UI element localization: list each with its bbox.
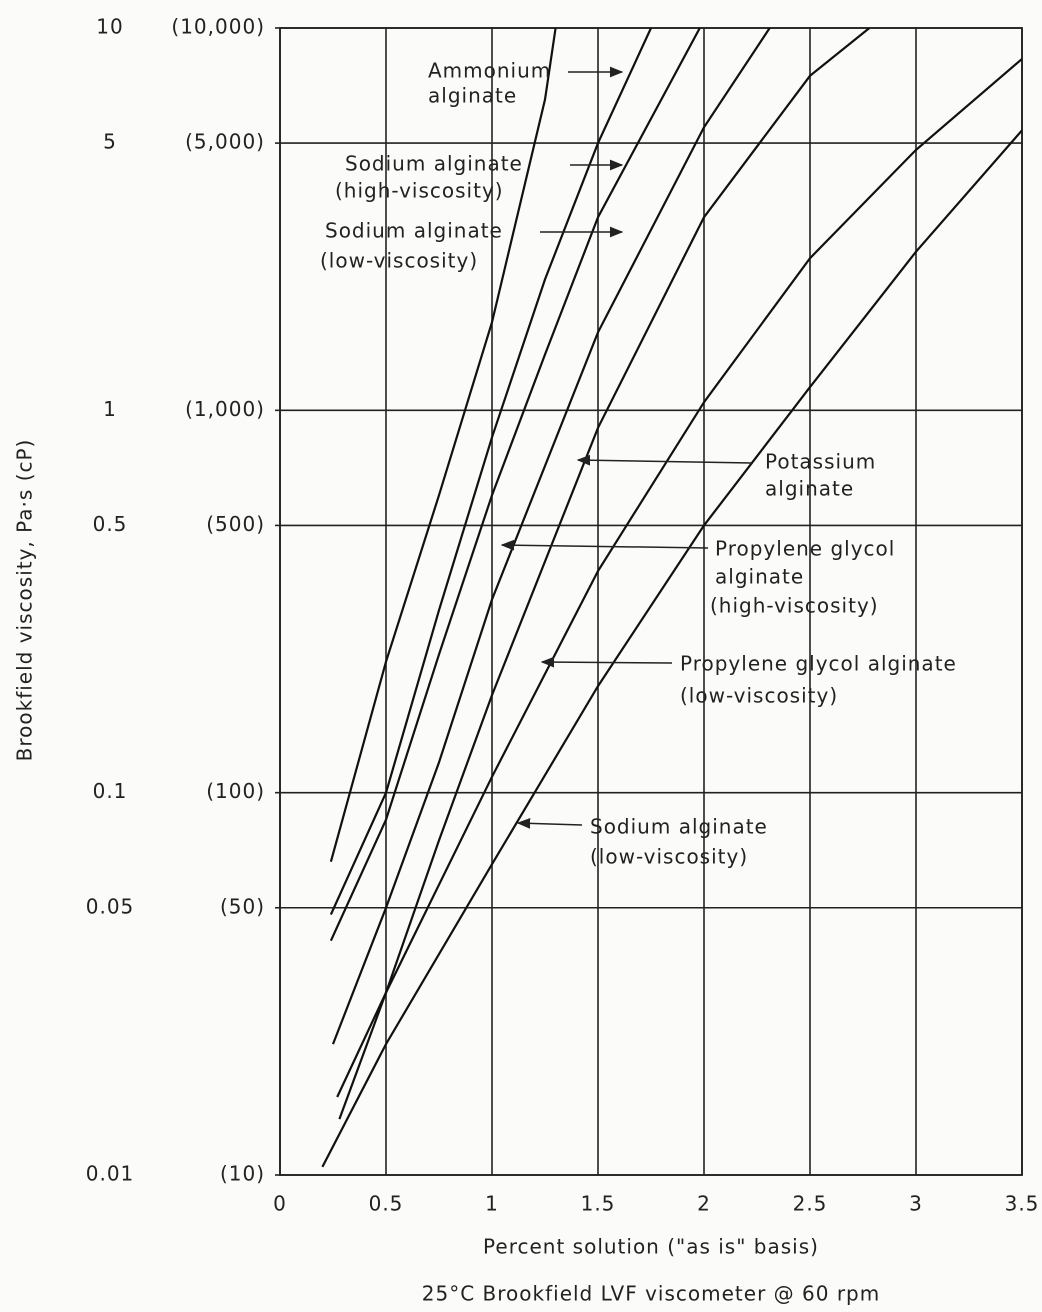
y2-tick-label: (1,000) — [185, 397, 265, 421]
annotation-text: (low-viscosity) — [590, 845, 748, 869]
x-axis-label: Percent solution ("as is" basis) — [483, 1235, 819, 1259]
annotation-text: (low-viscosity) — [680, 684, 838, 708]
x-tick-label: 3 — [909, 1192, 923, 1216]
y2-tick-label: (50) — [220, 894, 265, 918]
annotation-text: alginate — [428, 84, 517, 108]
annotation-text: Sodium alginate — [325, 219, 503, 243]
y2-tick-label: (100) — [206, 779, 265, 803]
y2-tick-label: (5,000) — [185, 130, 265, 154]
x-tick-label: 1 — [485, 1192, 499, 1216]
x-tick-label: 3.5 — [1005, 1192, 1040, 1216]
annotation-arrow — [542, 662, 672, 663]
annotation-text: Potassium — [765, 450, 876, 474]
annotation-text: Sodium alginate — [590, 815, 768, 839]
curve — [337, 59, 1022, 1097]
annotation-arrow — [518, 823, 582, 825]
annotation-text: Propylene glycol — [715, 537, 895, 561]
x-tick-label: 2 — [697, 1192, 711, 1216]
y2-tick-label: (10,000) — [171, 15, 265, 39]
x-tick-label: 1.5 — [581, 1192, 616, 1216]
x-tick-label: 0 — [273, 1192, 287, 1216]
y2-tick-label: (500) — [206, 512, 265, 536]
annotation-text: alginate — [715, 565, 804, 589]
annotation-text: Propylene glycol alginate — [680, 652, 957, 676]
annotation-text: Sodium alginate — [345, 152, 523, 176]
chart: Percent solution ("as is" basis) 25°C Br… — [0, 0, 1042, 1312]
annotation-text: alginate — [765, 477, 854, 501]
y2-tick-label: (10) — [220, 1162, 265, 1186]
annotation-text: Ammonium — [428, 59, 551, 83]
y-tick-label: 5 — [103, 130, 117, 154]
annotation-arrow — [502, 545, 708, 548]
y-tick-label: 1 — [103, 397, 117, 421]
y-axis-label: Brookfield viscosity, Pa·s (cP) — [13, 439, 37, 762]
y-tick-label: 10 — [96, 15, 123, 39]
annotation-text: (high-viscosity) — [335, 179, 504, 203]
y-tick-label: 0.5 — [93, 512, 128, 536]
annotation-text: (low-viscosity) — [320, 249, 478, 273]
y-tick-label: 0.05 — [86, 894, 135, 918]
y-tick-label: 0.01 — [86, 1162, 135, 1186]
y-tick-label: 0.1 — [93, 779, 128, 803]
subtitle: 25°C Brookfield LVF viscometer @ 60 rpm — [422, 1282, 880, 1306]
x-tick-label: 0.5 — [369, 1192, 404, 1216]
annotation-text: (high-viscosity) — [710, 594, 879, 618]
x-tick-label: 2.5 — [793, 1192, 828, 1216]
